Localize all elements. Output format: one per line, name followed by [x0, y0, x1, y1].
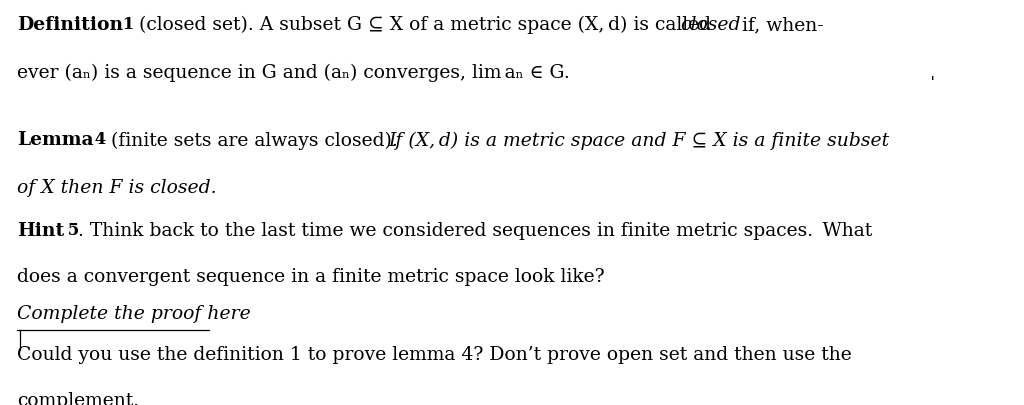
Text: of X then F is closed.: of X then F is closed. — [17, 179, 217, 197]
Text: ever (aₙ) is a sequence in G and (aₙ) converges, lim aₙ ∈ G.: ever (aₙ) is a sequence in G and (aₙ) co… — [17, 64, 570, 82]
Text: ˌ: ˌ — [930, 64, 935, 82]
Text: does a convergent sequence in a finite metric space look like?: does a convergent sequence in a finite m… — [17, 267, 605, 286]
Text: (finite sets are always closed).: (finite sets are always closed). — [105, 131, 408, 149]
Text: if, when-: if, when- — [736, 16, 824, 34]
Text: Could you use the definition 1 to prove lemma 4? Don’t prove open set and then u: Could you use the definition 1 to prove … — [17, 345, 852, 363]
Text: . Think back to the last time we considered sequences in finite metric spaces. W: . Think back to the last time we conside… — [78, 222, 871, 239]
Text: 4: 4 — [89, 131, 106, 148]
Text: closed: closed — [680, 16, 740, 34]
Text: 1: 1 — [117, 16, 134, 33]
Text: Complete the proof here: Complete the proof here — [17, 305, 251, 323]
Text: Hint: Hint — [17, 222, 65, 239]
Text: If (X, d) is a metric space and F ⊆ X is a finite subset: If (X, d) is a metric space and F ⊆ X is… — [388, 131, 889, 149]
Text: Definition: Definition — [17, 16, 123, 34]
Text: Lemma: Lemma — [17, 131, 94, 149]
Text: 5: 5 — [61, 222, 79, 239]
Text: (closed set). A subset G ⊆ X of a metric space (X, d) is called: (closed set). A subset G ⊆ X of a metric… — [133, 16, 717, 34]
Text: complement.: complement. — [17, 392, 139, 405]
